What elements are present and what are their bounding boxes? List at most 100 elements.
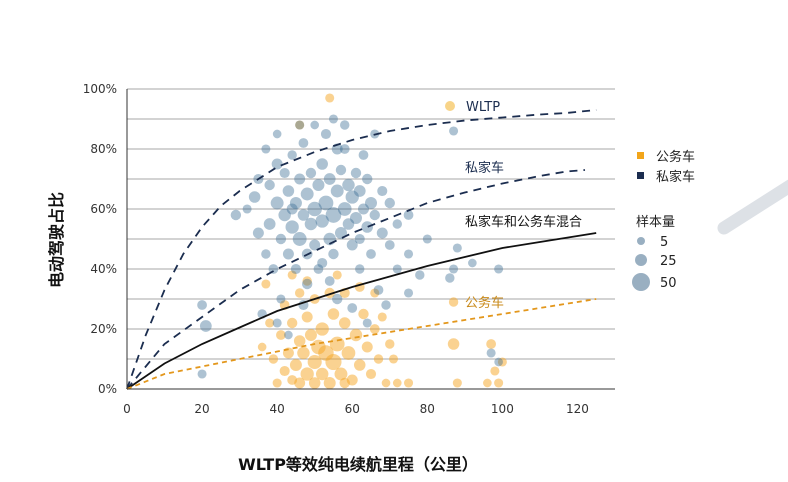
private-point [486,348,496,358]
private-point [377,185,388,197]
company-point [370,288,380,298]
x-tick-label: 40 [270,402,285,416]
curve-dashed [126,169,586,390]
private-point [422,234,432,244]
company-point [385,339,395,349]
private-point [292,232,307,246]
x-tick-label: 20 [194,402,209,416]
company-point [353,359,366,371]
private-point [392,264,402,274]
company-point [494,378,504,388]
private-point [268,264,279,274]
private-point [289,197,302,209]
curve-mixed [126,232,597,390]
private-point [197,300,207,310]
legend-size-5-label: 5 [660,235,668,250]
private-point [362,318,372,328]
private-point [310,120,320,130]
private-point [285,220,299,234]
company-point [349,328,363,342]
private-point [309,239,321,251]
y-tick-label: 100% [83,82,117,96]
private-point [320,128,332,140]
private-point [330,184,344,198]
company-point [486,339,497,349]
legend-size-50-label: 50 [660,276,677,291]
legend-label-company: 公务车 [656,149,695,165]
private-point [295,120,305,130]
company-point [448,297,459,307]
company-point [358,308,369,320]
company-point [293,335,306,347]
company-point [341,346,356,360]
company-point [404,378,414,388]
private-point [276,294,286,304]
legend-size-50-marker [632,273,650,291]
wltp-label: WLTP [466,100,500,115]
private-point [305,167,317,179]
company-point [294,288,305,298]
y-tick-label: 80% [90,142,117,156]
private-point [261,249,271,259]
private-point [282,248,294,260]
company-point [272,378,282,388]
private-point [252,227,264,239]
private-point [328,248,339,260]
private-point [468,258,477,268]
company-point [323,377,336,389]
private-point [271,158,283,170]
company-point [373,354,384,364]
private-point [282,185,295,197]
private-point [445,273,455,283]
company-point [301,311,313,323]
company-point [287,375,298,385]
private-point [404,249,414,259]
company-point [339,377,350,389]
private-point [355,264,365,274]
private-point [332,293,343,305]
private-point [449,264,459,274]
private-point [248,191,261,203]
private-point [279,167,290,179]
private-point [312,179,325,191]
y-tick-label: 40% [90,262,117,276]
private-point [300,187,314,201]
private-point [263,218,276,230]
company-point [297,346,310,360]
private-point [290,263,301,275]
private-point [230,209,242,221]
curve-dashed [126,298,597,390]
private-point [324,276,335,286]
private-point [287,150,297,160]
private-point [373,285,384,295]
private-point [270,196,284,210]
private-point [384,197,395,209]
y-tick-label: 0% [98,382,117,396]
company-point [268,354,279,364]
grid-lines [127,88,615,360]
company-point [447,338,460,350]
private-point [297,209,310,221]
private-point [275,233,287,245]
private-point [449,126,459,136]
company-point [392,378,402,388]
private-point [272,318,282,328]
legend-swatch-company [637,152,644,159]
company-point [365,368,377,380]
annotation-private: 私家车 [465,160,504,176]
private-point [313,264,324,274]
private-point [349,212,362,224]
private-point [358,203,369,215]
company-point [381,378,391,388]
legend-size-25-marker [635,254,647,266]
private-point [315,214,329,228]
company-point [325,93,335,103]
private-point [404,288,414,298]
private-point [350,167,362,179]
company-point [332,270,342,280]
private-point [325,207,342,223]
private-point [494,264,504,274]
legend-size-title: 样本量 [636,215,675,230]
private-point [365,197,377,209]
